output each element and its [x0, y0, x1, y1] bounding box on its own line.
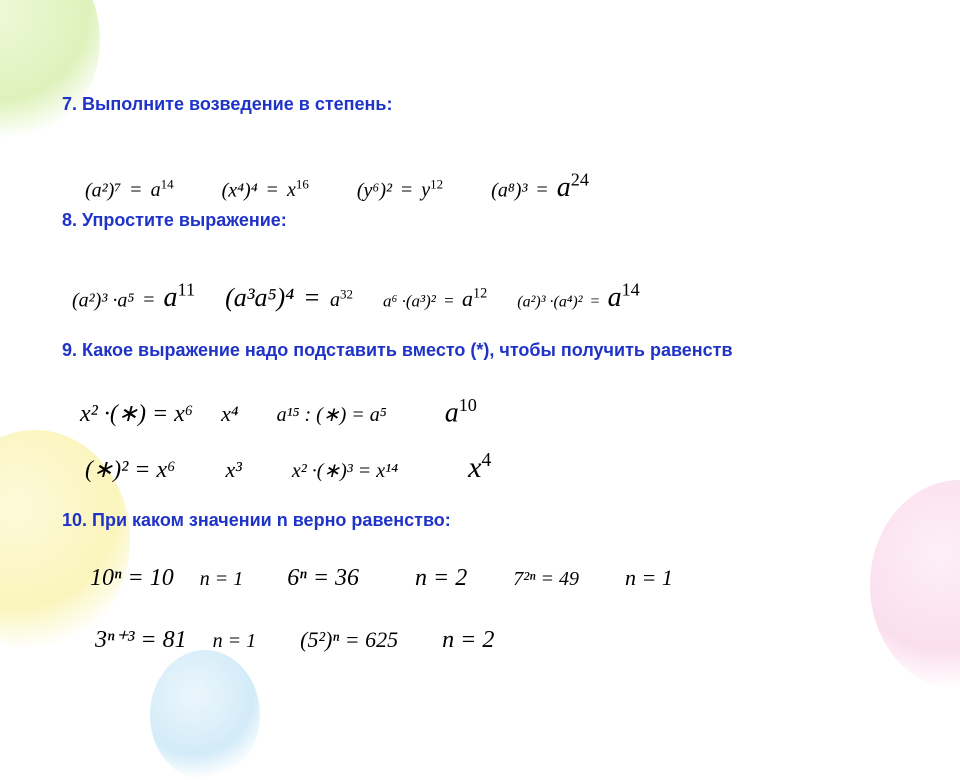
heading-7: 7. Выполните возведение в степень: [62, 94, 392, 115]
expr-10-1c: 7²ⁿ = 49 [513, 568, 579, 591]
lhs: (a²)³ ·(a⁴)² [517, 293, 582, 310]
expr-7c: (y⁶)² = y12 [357, 177, 443, 203]
lhs: a⁶ ·(a³)² [383, 291, 436, 310]
row-8: (a²)³ ·a⁵ = a11 (a³a⁵)⁴ = a32 a⁶ ·(a³)² … [72, 280, 640, 314]
ans-9-1b: a10 [445, 395, 477, 429]
expr-10-2b: (5²)ⁿ = 625 [300, 627, 398, 653]
heading-10: 10. При каком значении n верно равенство… [62, 510, 451, 531]
eq: = [397, 179, 416, 201]
lhs: (a⁸)³ [491, 179, 527, 201]
ans-10-1b: n = 2 [415, 565, 467, 592]
row-9-2: (∗)² = x⁶ x³ x² ·(∗)³ = x¹⁴ x4 [85, 450, 491, 485]
heading-8: 8. Упростите выражение: [62, 210, 287, 231]
expr-10-2a: 3ⁿ⁺³ = 81 [95, 625, 187, 654]
rhs: y12 [421, 179, 443, 201]
expr-8c: a⁶ ·(a³)² = a12 [383, 286, 487, 312]
expr-9-2b: x² ·(∗)³ = x¹⁴ [292, 458, 398, 483]
expr-9-2a: (∗)² = x⁶ [85, 455, 175, 484]
expr-10-1a: 10ⁿ = 10 [90, 565, 174, 592]
row-9-1: x² ·(∗) = x⁶ x⁴ a¹⁵ : (∗) = a⁵ a10 [80, 395, 477, 429]
ans-10-1a: n = 1 [200, 568, 244, 591]
lhs: (x⁴)⁴ [222, 179, 258, 201]
row-7: (a²)⁷ = a14 (x⁴)⁴ = x16 (y⁶)² = y12 (a⁸)… [85, 170, 589, 204]
eq: = [440, 291, 458, 310]
lhs: (y⁶)² [357, 179, 392, 201]
rhs: a32 [330, 289, 353, 311]
expr-7b: (x⁴)⁴ = x16 [222, 177, 309, 203]
expr-7a: (a²)⁷ = a14 [85, 177, 174, 203]
eq: = [126, 179, 145, 201]
ans-9-2b: x4 [468, 450, 491, 485]
expr-9-1a: x² ·(∗) = x⁶ [80, 399, 193, 428]
rhs: a24 [557, 172, 589, 203]
ans-9-1a: x⁴ [221, 401, 238, 427]
eq: = [263, 179, 282, 201]
ans-10-2a: n = 1 [213, 630, 257, 653]
ans-9-2a: x³ [225, 457, 241, 483]
ans-10-1c: n = 1 [625, 565, 673, 591]
eq: = [587, 293, 604, 310]
rhs: a12 [462, 286, 487, 311]
lhs: (a²)⁷ [85, 179, 121, 201]
deco-blue [150, 650, 260, 780]
eq: = [532, 179, 551, 201]
expr-8a: (a²)³ ·a⁵ = a11 [72, 280, 195, 314]
row-10-1: 10ⁿ = 10 n = 1 6ⁿ = 36 n = 2 7²ⁿ = 49 n … [90, 565, 673, 592]
rhs: a11 [164, 282, 196, 313]
ans-10-2b: n = 2 [442, 627, 494, 654]
row-10-2: 3ⁿ⁺³ = 81 n = 1 (5²)ⁿ = 625 n = 2 [95, 625, 494, 654]
expr-9-1b: a¹⁵ : (∗) = a⁵ [277, 402, 387, 427]
deco-pink [870, 480, 960, 690]
rhs: a14 [151, 179, 174, 201]
expr-8b: (a³a⁵)⁴ = a32 [225, 283, 353, 313]
eq: = [139, 289, 158, 311]
lhs: (a²)³ ·a⁵ [72, 289, 134, 311]
heading-9: 9. Какое выражение надо подставить вмест… [62, 340, 733, 361]
rhs: x16 [287, 179, 309, 201]
expr-10-1b: 6ⁿ = 36 [287, 565, 359, 592]
rhs: a14 [608, 282, 640, 313]
lhs: (a³a⁵)⁴ [225, 283, 294, 312]
expr-8d: (a²)³ ·(a⁴)² = a14 [517, 280, 639, 314]
eq: = [301, 283, 324, 312]
expr-7d: (a⁸)³ = a24 [491, 170, 589, 204]
deco-green [0, 0, 100, 140]
